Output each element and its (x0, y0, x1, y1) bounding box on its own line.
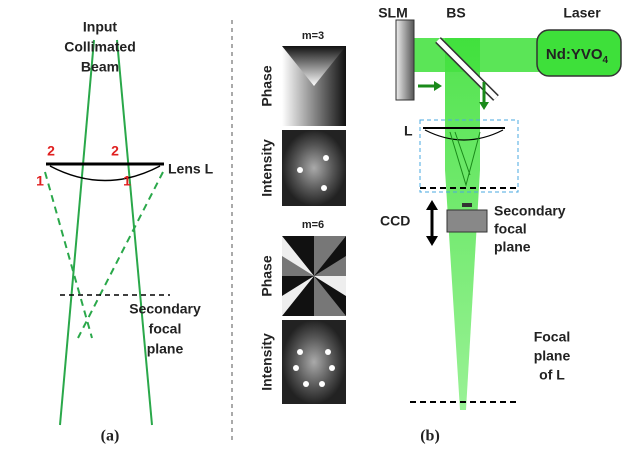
beam-edge (60, 40, 94, 425)
title-line: Input (83, 19, 118, 35)
focal-label: plane (534, 348, 571, 364)
row-label: Phase (259, 65, 275, 106)
secondary-label: Secondary (494, 203, 566, 219)
marker: 1 (36, 173, 44, 189)
ccd-label: CCD (380, 213, 410, 229)
focal-label: of L (539, 367, 565, 383)
laser-model-text: Nd:YVO (546, 46, 603, 63)
secondary-label: plane (494, 239, 531, 255)
phase-image (282, 236, 346, 316)
intensity-image (282, 320, 346, 404)
focal-label: Focal (534, 329, 571, 345)
title-line: Collimated (64, 39, 136, 55)
lens-label: Lens L (168, 161, 214, 177)
bs-label: BS (446, 5, 465, 21)
intensity-image (282, 130, 346, 206)
panel-a: Input Collimated Beam Lens L 2 2 1 1 Sec… (36, 19, 232, 445)
slm (396, 20, 414, 100)
beam-edge (117, 40, 152, 425)
subscript: 4 (603, 55, 609, 66)
caption: (a) (101, 428, 120, 445)
laser-model: Nd:YVO4 (546, 46, 609, 66)
marker: 2 (47, 143, 55, 159)
setup: SLM BS Laser Nd:YVO4 L CCD Secondary foc… (378, 5, 621, 445)
figure: Input Collimated Beam Lens L 2 2 1 1 Sec… (0, 0, 627, 451)
row-label: Phase (259, 255, 275, 296)
focal-label: focal (149, 321, 182, 337)
row-label: Intensity (259, 333, 275, 391)
focal-label: plane (147, 341, 184, 357)
lens-curve (50, 166, 160, 181)
ray (45, 172, 92, 338)
lens-label: L (404, 123, 413, 139)
slm-label: SLM (378, 5, 408, 21)
caption: (b) (420, 428, 440, 445)
marker: 1 (123, 173, 131, 189)
pattern-column: m=3 Phase Intensity m=6 Phase Intensity (259, 30, 346, 404)
pattern-label: m=3 (302, 30, 324, 42)
marker: 2 (111, 143, 119, 159)
pattern-label: m=6 (302, 219, 324, 231)
row-label: Intensity (259, 139, 275, 197)
ccd (447, 210, 487, 232)
secondary-label: focal (494, 221, 527, 237)
laser-label: Laser (563, 5, 601, 21)
focal-label: Secondary (129, 301, 201, 317)
phase-image (282, 46, 346, 126)
title-line: Beam (81, 59, 119, 75)
